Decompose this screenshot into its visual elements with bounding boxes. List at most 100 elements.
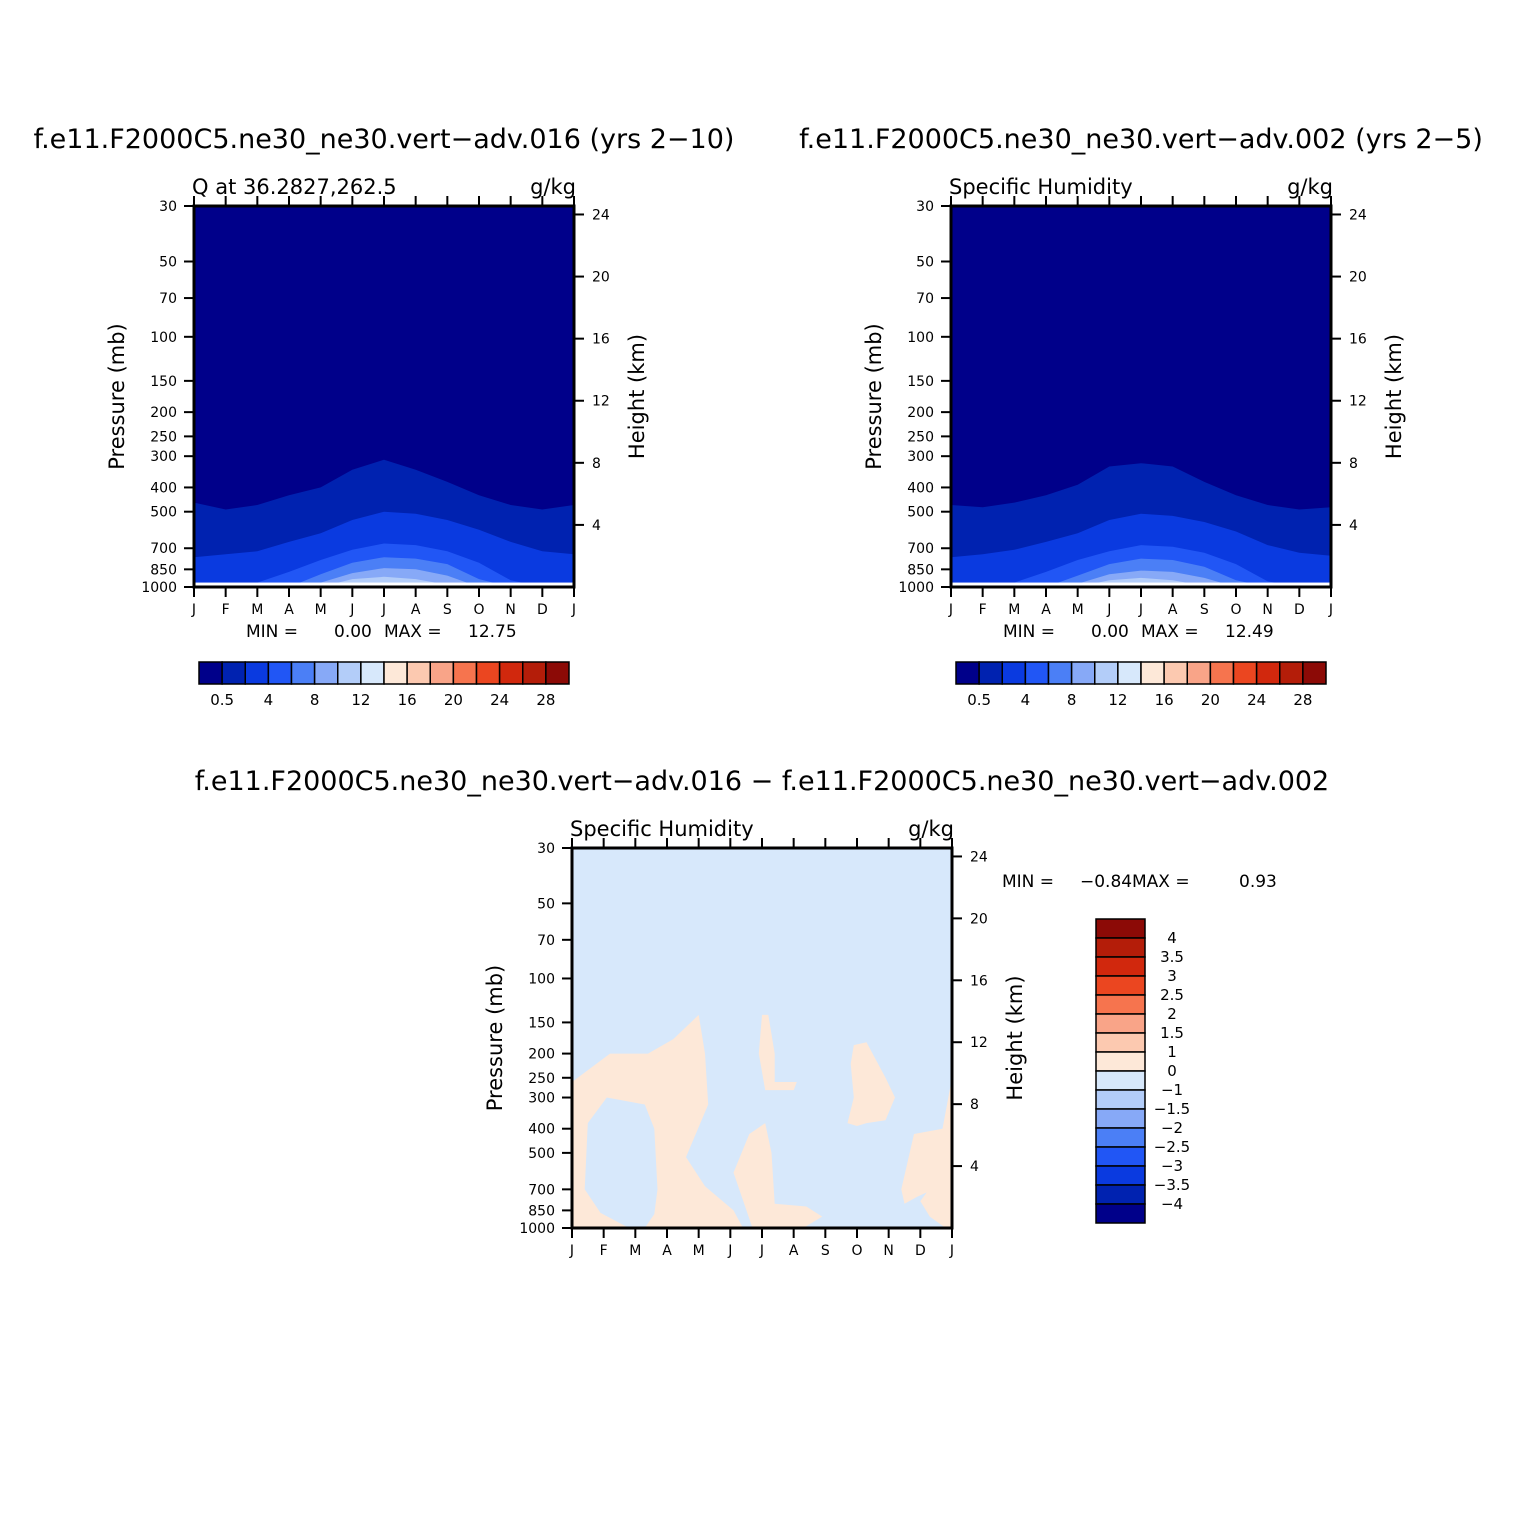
colorbar: 0.5 4 8 12 16 20 24 28: [198, 661, 570, 709]
colorbar-box: [1095, 937, 1146, 958]
y-tick-label: 50: [159, 255, 177, 271]
y-tick-label: 300: [907, 449, 934, 465]
y-axis-label: Pressure (mb): [483, 965, 507, 1112]
colorbar-label: 2: [1167, 1005, 1177, 1023]
colorbar-box: [406, 661, 431, 685]
y-tick-label: 400: [907, 480, 934, 496]
colorbar-box: [1279, 661, 1304, 685]
x-tick-label: N: [1262, 602, 1272, 618]
variable-label: Q at 36.2827,262.5: [192, 175, 397, 199]
colorbar-box: [1302, 661, 1327, 685]
x-tick-label: A: [662, 1243, 672, 1259]
colorbar-box: [1095, 956, 1146, 977]
contour-region: [901, 1077, 952, 1228]
y-tick-label: 30: [537, 841, 555, 857]
colorbar-label: −2.5: [1154, 1138, 1190, 1156]
colorbar-label: 8: [310, 691, 320, 709]
x-tick-label: J: [571, 602, 576, 618]
panel-top-right: f.e11.F2000C5.ne30_ne30.vert−adv.002 (yr…: [799, 124, 1483, 709]
max-value: 0.93: [1239, 872, 1277, 892]
contour-region: [758, 1014, 797, 1091]
x-tick-label: M: [315, 602, 327, 618]
x-tick-label: J: [759, 1243, 764, 1259]
contour-region: [847, 1042, 895, 1126]
x-tick-label: A: [1041, 602, 1051, 618]
contour-band: [951, 577, 1331, 587]
colorbar-label: −3.5: [1154, 1176, 1190, 1194]
y-tick-label: 1000: [141, 580, 177, 596]
colorbar-label: 16: [398, 691, 417, 709]
min-label: MIN =: [1003, 622, 1055, 642]
min-value: −0.84: [1080, 872, 1132, 892]
y2-axis-label: Height (km): [1382, 334, 1406, 459]
min-value: 0.00: [334, 622, 372, 642]
y-tick-label: 1000: [519, 1221, 555, 1237]
colorbar-box: [198, 661, 223, 685]
y-tick-label: 300: [528, 1091, 555, 1107]
plot-title: f.e11.F2000C5.ne30_ne30.vert−adv.016 − f…: [195, 766, 1330, 797]
colorbar-box: [1095, 1089, 1146, 1110]
colorbar-box: [313, 661, 339, 685]
x-tick-label: A: [284, 602, 294, 618]
x-tick-label: J: [1138, 602, 1143, 618]
colorbar-label: 20: [444, 691, 463, 709]
x-tick-label: J: [948, 602, 953, 618]
colorbar-box: [290, 661, 316, 685]
x-tick-label: N: [883, 1243, 893, 1259]
y-tick-label: 400: [528, 1122, 555, 1138]
y-tick-label: 150: [907, 374, 934, 390]
surface-strip: [951, 582, 1331, 587]
colorbar-box: [1001, 661, 1027, 685]
y-tick-label: 250: [150, 429, 177, 445]
y2-tick-label: 20: [592, 270, 610, 286]
x-tick-label: F: [600, 1243, 608, 1259]
colorbar-label: −4: [1161, 1195, 1183, 1213]
colorbar-box: [1095, 1032, 1146, 1053]
contour-field: [194, 206, 574, 587]
y-tick-label: 100: [150, 330, 177, 346]
y2-tick-label: 20: [1349, 270, 1367, 286]
y-tick-label: 100: [528, 971, 555, 987]
y2-tick-label: 12: [1349, 394, 1367, 410]
y2-tick-label: 4: [970, 1159, 979, 1175]
colorbar-box: [1140, 661, 1165, 685]
colorbar-label: 28: [536, 691, 555, 709]
x-tick-label: M: [693, 1243, 705, 1259]
y-tick-label: 150: [150, 374, 177, 390]
y-tick-label: 850: [150, 562, 177, 578]
contour-field: [951, 206, 1331, 587]
x-tick-label: J: [349, 602, 354, 618]
colorbar-box: [1095, 1070, 1146, 1091]
colorbar-box: [337, 661, 362, 685]
colorbar-label: 3: [1167, 967, 1177, 985]
y2-tick-label: 16: [970, 973, 988, 989]
colorbar-box: [1095, 994, 1146, 1015]
x-tick-label: S: [1200, 602, 1209, 618]
y-tick-label: 850: [907, 562, 934, 578]
y-axis-label: Pressure (mb): [862, 323, 886, 470]
x-tick-label: S: [443, 602, 452, 618]
max-value: 12.49: [1225, 622, 1274, 642]
colorbar-label: 0.5: [967, 691, 991, 709]
x-tick-label: F: [222, 602, 230, 618]
colorbar-label: −1.5: [1154, 1100, 1190, 1118]
y-tick-label: 1000: [898, 580, 934, 596]
colorbar-label: 1.5: [1160, 1024, 1184, 1042]
colorbar-box: [452, 661, 478, 685]
colorbar-box: [545, 661, 570, 685]
colorbar-box: [978, 661, 1003, 685]
colorbar: 0.5 4 8 12 16 20 24 28: [955, 661, 1327, 709]
y-tick-label: 30: [159, 199, 177, 215]
y-tick-label: 250: [528, 1071, 555, 1087]
colorbar-label: −3: [1161, 1157, 1183, 1175]
x-tick-label: F: [979, 602, 987, 618]
contour-field: [572, 848, 952, 1228]
colorbar-label: 12: [351, 691, 370, 709]
y-tick-label: 500: [150, 505, 177, 521]
x-tick-label: O: [473, 602, 484, 618]
surface-strip: [194, 582, 574, 587]
colorbar-box: [1095, 1051, 1146, 1072]
x-tick-label: J: [1106, 602, 1111, 618]
y2-tick-label: 12: [592, 394, 610, 410]
